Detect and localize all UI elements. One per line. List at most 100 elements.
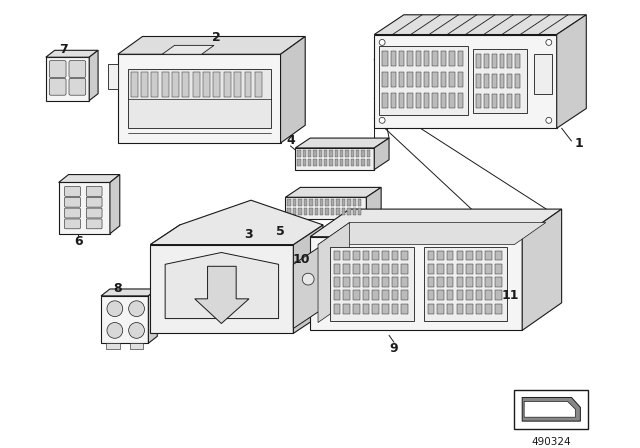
Bar xyxy=(293,199,296,206)
Bar xyxy=(508,74,513,88)
Bar xyxy=(325,199,329,206)
Bar xyxy=(315,208,318,215)
Bar xyxy=(499,74,504,88)
Polygon shape xyxy=(293,245,323,328)
Bar xyxy=(106,343,120,349)
Bar xyxy=(466,304,472,314)
Bar xyxy=(308,150,312,157)
FancyBboxPatch shape xyxy=(49,60,66,78)
Bar xyxy=(433,72,438,87)
Bar xyxy=(486,304,492,314)
Polygon shape xyxy=(295,138,389,148)
Bar xyxy=(363,277,369,287)
Bar xyxy=(499,54,504,68)
Circle shape xyxy=(107,301,123,317)
Bar xyxy=(325,208,329,215)
Text: 6: 6 xyxy=(74,235,83,248)
Bar xyxy=(331,208,334,215)
Bar xyxy=(495,277,502,287)
Bar xyxy=(334,250,340,260)
Bar xyxy=(390,72,396,87)
Bar xyxy=(456,264,463,274)
Bar xyxy=(351,159,354,166)
Bar xyxy=(456,304,463,314)
Bar xyxy=(415,51,421,66)
Polygon shape xyxy=(522,209,562,331)
Bar xyxy=(172,72,179,97)
Bar xyxy=(298,199,301,206)
Bar xyxy=(340,159,344,166)
Text: 7: 7 xyxy=(59,43,68,56)
Bar xyxy=(344,264,350,274)
Bar xyxy=(319,159,322,166)
Polygon shape xyxy=(295,148,374,170)
FancyBboxPatch shape xyxy=(86,186,102,196)
Bar xyxy=(515,74,520,88)
Bar xyxy=(449,72,454,87)
Bar xyxy=(304,199,307,206)
Bar xyxy=(390,51,396,66)
Polygon shape xyxy=(280,36,305,143)
Bar xyxy=(484,54,489,68)
Bar xyxy=(428,290,434,300)
Bar xyxy=(203,72,210,97)
Bar xyxy=(515,390,588,429)
Text: 4: 4 xyxy=(286,134,295,146)
Polygon shape xyxy=(101,296,148,343)
Bar xyxy=(309,208,312,215)
FancyBboxPatch shape xyxy=(69,60,86,78)
Bar xyxy=(324,159,328,166)
Bar xyxy=(486,250,492,260)
Bar xyxy=(401,290,408,300)
Polygon shape xyxy=(557,15,586,128)
Bar xyxy=(356,159,359,166)
Bar xyxy=(484,74,489,88)
Polygon shape xyxy=(59,182,110,234)
Bar xyxy=(382,277,388,287)
Bar xyxy=(492,54,497,68)
Bar xyxy=(476,264,483,274)
Bar xyxy=(351,150,354,157)
Bar xyxy=(476,290,483,300)
FancyBboxPatch shape xyxy=(65,208,81,218)
Bar xyxy=(437,264,444,274)
Polygon shape xyxy=(46,57,89,101)
Bar xyxy=(515,94,520,108)
Bar xyxy=(492,94,497,108)
Bar xyxy=(486,264,492,274)
Bar xyxy=(141,72,148,97)
Bar xyxy=(361,150,365,157)
Polygon shape xyxy=(118,36,305,54)
Bar xyxy=(401,250,408,260)
Bar xyxy=(515,54,520,68)
Bar xyxy=(363,290,369,300)
Bar xyxy=(182,72,189,97)
Polygon shape xyxy=(148,289,157,343)
Bar xyxy=(466,290,472,300)
Bar xyxy=(499,94,504,108)
Bar xyxy=(415,72,421,87)
Polygon shape xyxy=(110,175,120,234)
Bar xyxy=(407,51,413,66)
Bar xyxy=(353,250,360,260)
Bar xyxy=(466,264,472,274)
Bar xyxy=(392,277,398,287)
Bar xyxy=(458,51,463,66)
Polygon shape xyxy=(285,187,381,197)
Circle shape xyxy=(546,39,552,45)
Bar xyxy=(347,199,351,206)
Polygon shape xyxy=(108,64,118,89)
Bar xyxy=(399,51,404,66)
Polygon shape xyxy=(165,253,278,319)
Bar xyxy=(382,290,388,300)
Bar xyxy=(433,93,438,108)
Bar xyxy=(345,150,349,157)
Polygon shape xyxy=(379,46,468,116)
Text: 490324: 490324 xyxy=(531,437,571,447)
Text: 2: 2 xyxy=(212,31,221,44)
Bar xyxy=(335,159,338,166)
Bar xyxy=(392,290,398,300)
Bar xyxy=(314,150,317,157)
Bar xyxy=(437,304,444,314)
Text: 5: 5 xyxy=(276,225,285,238)
